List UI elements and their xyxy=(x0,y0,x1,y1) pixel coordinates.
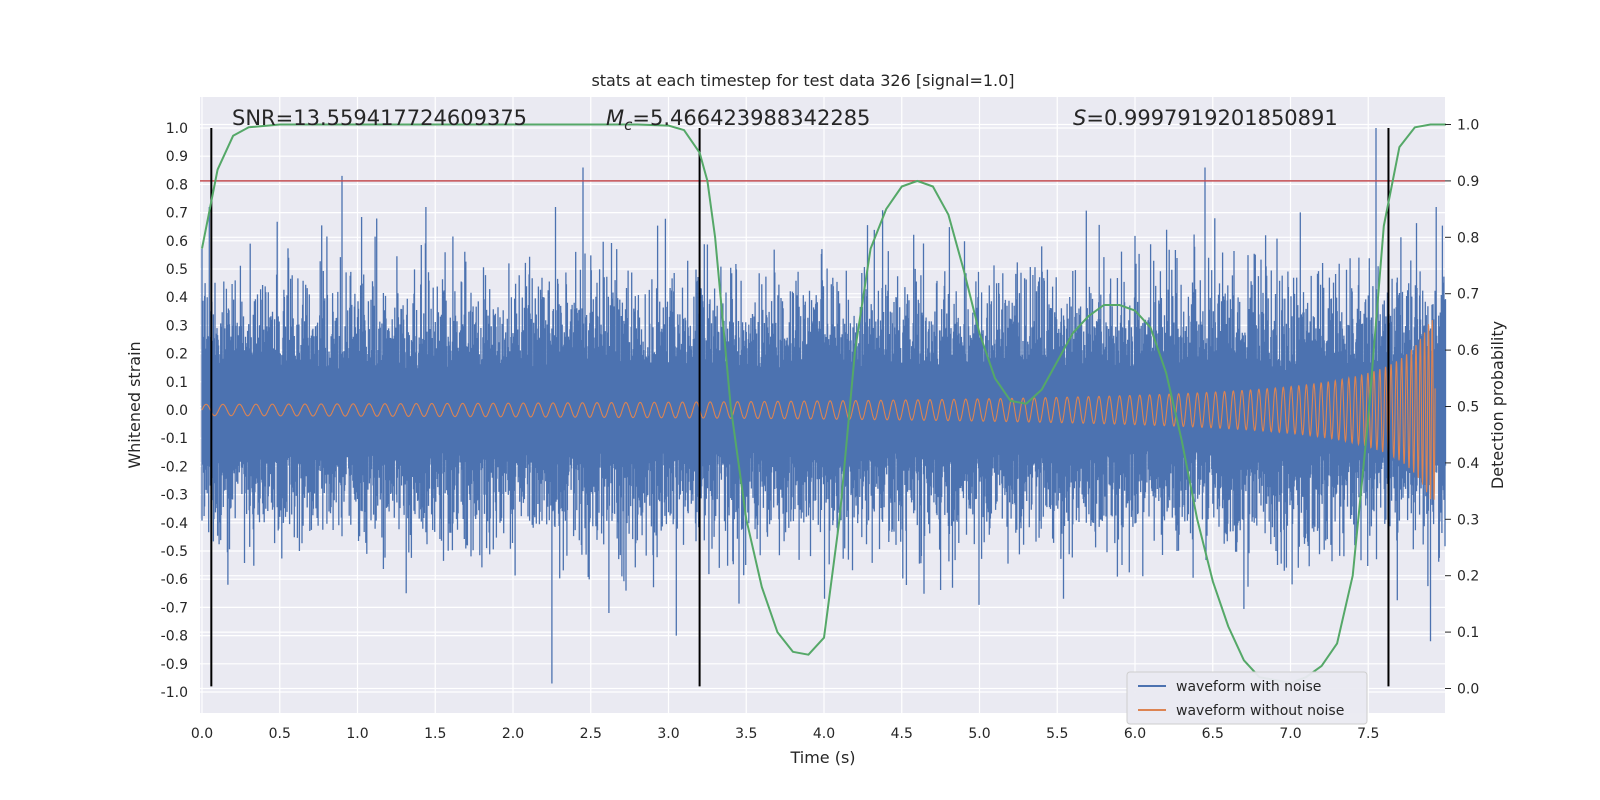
x-tick-labels: 0.0 0.5 1.0 1.5 2.0 2.5 3.0 3.5 4.0 4.5 5.0 5.5 6.0 6… xyxy=(191,726,1380,742)
detection-markers xyxy=(200,128,1445,687)
x-tick-label: 2.0 xyxy=(502,726,524,742)
legend: waveform with noise waveform without noi… xyxy=(1126,671,1368,725)
y-tick-label: 1.0 xyxy=(166,121,188,137)
y2-tick-label: 0.7 xyxy=(1457,287,1479,303)
y2-tick-label: 1.0 xyxy=(1457,118,1479,134)
s-symbol: S xyxy=(1073,106,1086,130)
x-tick-label: 7.5 xyxy=(1357,726,1379,742)
snr-annotation: SNR=13.559417724609375 xyxy=(232,106,527,130)
y-tick-label: -0.2 xyxy=(161,459,188,475)
y2-tick-label: 0.1 xyxy=(1457,625,1479,641)
y2-tick-labels: 1.0 0.9 0.8 0.7 0.6 0.5 0.4 0.3 0.2 0.1 0.0 xyxy=(1445,118,1479,698)
s-annotation: S=0.9997919201850891 xyxy=(1073,106,1338,130)
y2-axis-label: Detection probability xyxy=(1488,321,1507,489)
y2-tick-label: 0.5 xyxy=(1457,400,1479,416)
x-tick-label: 1.0 xyxy=(346,726,368,742)
legend-label-clean: waveform without noise xyxy=(1176,703,1344,719)
y-tick-label: 0.0 xyxy=(166,403,188,419)
x-tick-label: 2.5 xyxy=(580,726,602,742)
y2-tick-label: 0.0 xyxy=(1457,682,1479,698)
y2-tick-label: 0.3 xyxy=(1457,512,1479,528)
y-tick-label: 0.4 xyxy=(166,290,188,306)
y-tick-label: 0.1 xyxy=(166,375,188,391)
x-axis-label: Time (s) xyxy=(789,748,855,767)
y-tick-label: -0.7 xyxy=(161,600,188,616)
y2-tick-label: 0.2 xyxy=(1457,569,1479,585)
x-tick-label: 5.5 xyxy=(1046,726,1068,742)
mc-symbol: M xyxy=(606,106,624,130)
x-tick-label: 3.0 xyxy=(657,726,679,742)
y2-tick-label: 0.9 xyxy=(1457,174,1479,190)
y-tick-label: -0.8 xyxy=(161,629,188,645)
chirp-mass-annotation: Mc=5.466423988342285 xyxy=(606,106,870,134)
chart-title: stats at each timestep for test data 326… xyxy=(591,71,1014,90)
y-axis-label: Whitened strain xyxy=(125,341,144,468)
noise-waveform-path xyxy=(201,128,1447,684)
y-tick-label: -0.6 xyxy=(161,572,188,588)
y-tick-label: 0.2 xyxy=(166,347,188,363)
y-tick-label: -1.0 xyxy=(161,685,188,701)
waveform-without-noise-series xyxy=(201,320,1436,500)
y2-tick-label: 0.6 xyxy=(1457,343,1479,359)
mc-value: =5.466423988342285 xyxy=(632,106,870,130)
y-tick-labels: 1.0 0.9 0.8 0.7 0.6 0.5 0.4 0.3 0.2 0.1 0.0 -0.1 -0.… xyxy=(161,121,188,701)
legend-label-noise: waveform with noise xyxy=(1176,679,1321,695)
y-tick-label: 0.8 xyxy=(166,177,188,193)
y-tick-label: 0.9 xyxy=(166,149,188,165)
y-tick-label: -0.4 xyxy=(161,516,188,532)
x-tick-label: 1.5 xyxy=(424,726,446,742)
legend-box xyxy=(1126,671,1368,725)
x-tick-label: 6.0 xyxy=(1124,726,1146,742)
y-tick-label: 0.5 xyxy=(166,262,188,278)
clean-waveform-path xyxy=(201,320,1436,500)
x-tick-label: 6.5 xyxy=(1202,726,1224,742)
y-tick-label: 0.7 xyxy=(166,206,188,222)
x-tick-label: 5.0 xyxy=(968,726,990,742)
y-tick-label: -0.3 xyxy=(161,488,188,504)
y-tick-label: 0.3 xyxy=(166,318,188,334)
x-tick-label: 0.0 xyxy=(191,726,213,742)
y-tick-label: -0.9 xyxy=(161,657,188,673)
y-tick-label: 0.6 xyxy=(166,234,188,250)
x-tick-label: 7.0 xyxy=(1279,726,1301,742)
s-value: =0.9997919201850891 xyxy=(1086,106,1337,130)
waveform-with-noise-series xyxy=(201,128,1447,684)
y2-tick-label: 0.8 xyxy=(1457,230,1479,246)
mc-subscript: c xyxy=(624,116,633,134)
x-tick-label: 4.0 xyxy=(813,726,835,742)
x-tick-label: 4.5 xyxy=(891,726,913,742)
x-tick-label: 3.5 xyxy=(735,726,757,742)
y2-tick-label: 0.4 xyxy=(1457,456,1479,472)
y-tick-label: -0.5 xyxy=(161,544,188,560)
y-tick-label: -0.1 xyxy=(161,431,188,447)
x-tick-label: 0.5 xyxy=(269,726,291,742)
